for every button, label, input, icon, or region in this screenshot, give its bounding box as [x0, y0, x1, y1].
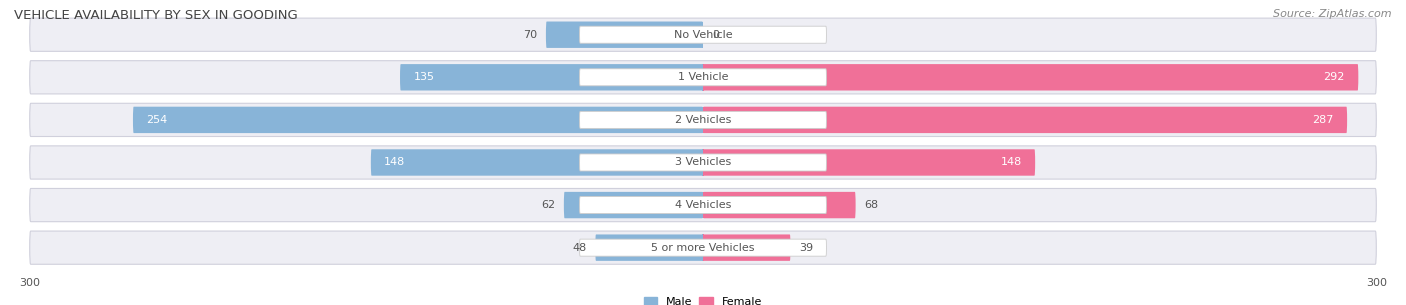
Text: Source: ZipAtlas.com: Source: ZipAtlas.com	[1274, 9, 1392, 19]
Text: VEHICLE AVAILABILITY BY SEX IN GOODING: VEHICLE AVAILABILITY BY SEX IN GOODING	[14, 9, 298, 22]
Text: 3 Vehicles: 3 Vehicles	[675, 157, 731, 167]
FancyBboxPatch shape	[703, 235, 790, 261]
Text: 300: 300	[20, 278, 41, 288]
FancyBboxPatch shape	[546, 22, 703, 48]
FancyBboxPatch shape	[703, 149, 1035, 176]
Text: 0: 0	[711, 30, 718, 40]
Text: 1 Vehicle: 1 Vehicle	[678, 72, 728, 82]
FancyBboxPatch shape	[30, 103, 1376, 137]
Text: 148: 148	[384, 157, 405, 167]
Text: 254: 254	[146, 115, 167, 125]
Text: 68: 68	[865, 200, 879, 210]
Text: 148: 148	[1001, 157, 1022, 167]
FancyBboxPatch shape	[703, 107, 1347, 133]
FancyBboxPatch shape	[703, 192, 856, 218]
FancyBboxPatch shape	[371, 149, 703, 176]
FancyBboxPatch shape	[30, 18, 1376, 51]
Text: No Vehicle: No Vehicle	[673, 30, 733, 40]
Text: 2 Vehicles: 2 Vehicles	[675, 115, 731, 125]
Legend: Male, Female: Male, Female	[644, 297, 762, 305]
FancyBboxPatch shape	[30, 146, 1376, 179]
FancyBboxPatch shape	[703, 64, 1358, 91]
FancyBboxPatch shape	[579, 154, 827, 171]
FancyBboxPatch shape	[134, 107, 703, 133]
Text: 292: 292	[1323, 72, 1346, 82]
FancyBboxPatch shape	[579, 196, 827, 214]
Text: 300: 300	[1365, 278, 1386, 288]
Text: 70: 70	[523, 30, 537, 40]
FancyBboxPatch shape	[579, 239, 827, 256]
FancyBboxPatch shape	[595, 235, 703, 261]
Text: 62: 62	[541, 200, 555, 210]
Text: 5 or more Vehicles: 5 or more Vehicles	[651, 243, 755, 253]
Text: 287: 287	[1312, 115, 1334, 125]
Text: 48: 48	[572, 243, 586, 253]
FancyBboxPatch shape	[30, 61, 1376, 94]
Text: 39: 39	[800, 243, 814, 253]
FancyBboxPatch shape	[579, 111, 827, 128]
FancyBboxPatch shape	[30, 231, 1376, 264]
FancyBboxPatch shape	[401, 64, 703, 91]
Text: 135: 135	[413, 72, 434, 82]
FancyBboxPatch shape	[564, 192, 703, 218]
FancyBboxPatch shape	[579, 69, 827, 86]
FancyBboxPatch shape	[579, 26, 827, 43]
FancyBboxPatch shape	[30, 188, 1376, 222]
Text: 4 Vehicles: 4 Vehicles	[675, 200, 731, 210]
